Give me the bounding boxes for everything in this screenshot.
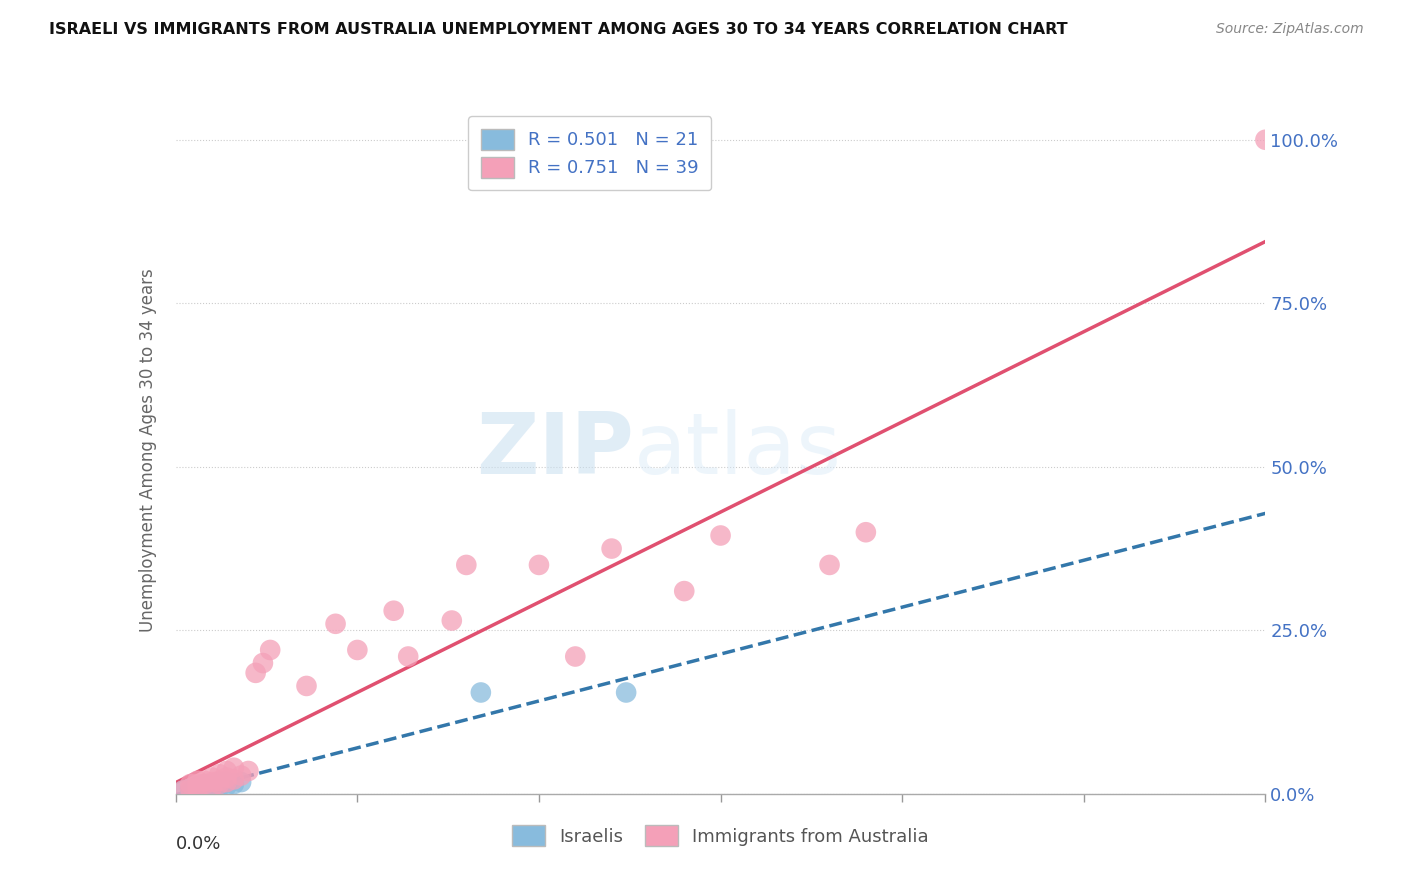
Point: [208, 767, 231, 781]
Text: ZIP: ZIP: [475, 409, 633, 492]
Point: [201, 780, 224, 795]
Point: [172, 783, 194, 797]
Point: [527, 558, 550, 572]
Point: [456, 558, 478, 572]
Point: [614, 685, 637, 699]
Text: Source: ZipAtlas.com: Source: ZipAtlas.com: [1216, 22, 1364, 37]
Point: [186, 781, 209, 796]
Text: 0.0%: 0.0%: [176, 835, 221, 853]
Point: [208, 777, 231, 791]
Point: [600, 541, 623, 556]
Y-axis label: Unemployment Among Ages 30 to 34 years: Unemployment Among Ages 30 to 34 years: [139, 268, 157, 632]
Point: [194, 777, 217, 791]
Point: [208, 775, 231, 789]
Point: [295, 679, 318, 693]
Point: [222, 772, 245, 787]
Point: [259, 643, 281, 657]
Point: [215, 764, 238, 778]
Point: [325, 616, 347, 631]
Point: [222, 761, 245, 775]
Point: [818, 558, 841, 572]
Point: [186, 777, 209, 791]
Point: [208, 773, 231, 788]
Point: [215, 775, 238, 789]
Point: [201, 779, 224, 793]
Point: [186, 781, 209, 796]
Point: [245, 665, 267, 680]
Point: [231, 775, 253, 789]
Point: [215, 775, 238, 789]
Point: [201, 775, 224, 789]
Point: [194, 773, 217, 788]
Point: [855, 525, 877, 540]
Point: [470, 685, 492, 699]
Point: [238, 764, 260, 778]
Point: [194, 777, 217, 791]
Text: ISRAELI VS IMMIGRANTS FROM AUSTRALIA UNEMPLOYMENT AMONG AGES 30 TO 34 YEARS CORR: ISRAELI VS IMMIGRANTS FROM AUSTRALIA UNE…: [49, 22, 1067, 37]
Point: [208, 780, 231, 795]
Point: [201, 771, 224, 785]
Point: [179, 781, 201, 796]
Point: [1254, 133, 1277, 147]
Text: atlas: atlas: [633, 409, 841, 492]
Point: [201, 777, 224, 791]
Point: [201, 781, 224, 796]
Point: [172, 783, 194, 797]
Point: [396, 649, 419, 664]
Point: [194, 779, 217, 793]
Point: [194, 781, 217, 796]
Point: [215, 779, 238, 793]
Legend: Israelis, Immigrants from Australia: Israelis, Immigrants from Australia: [505, 818, 936, 854]
Point: [564, 649, 586, 664]
Point: [440, 614, 463, 628]
Point: [179, 783, 201, 797]
Point: [231, 768, 253, 782]
Point: [215, 771, 238, 785]
Point: [179, 781, 201, 796]
Point: [252, 656, 274, 670]
Point: [382, 604, 405, 618]
Point: [710, 528, 733, 542]
Point: [179, 777, 201, 791]
Point: [346, 643, 368, 657]
Point: [186, 783, 209, 797]
Point: [186, 773, 209, 788]
Point: [186, 779, 209, 793]
Point: [208, 777, 231, 791]
Point: [673, 584, 696, 599]
Point: [222, 777, 245, 791]
